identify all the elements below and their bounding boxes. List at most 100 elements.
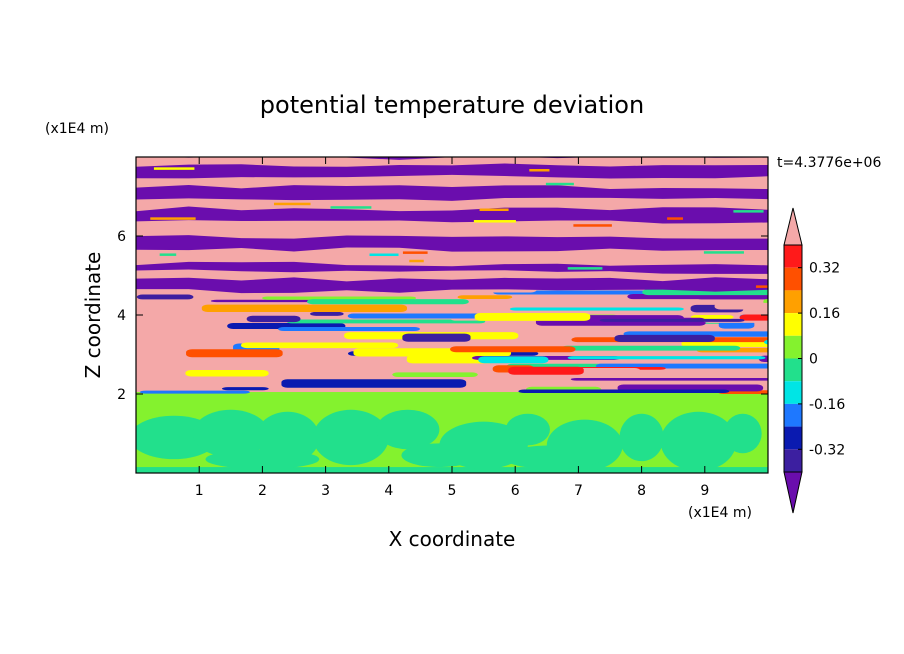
field-band xyxy=(136,277,768,294)
field-blob xyxy=(619,413,664,462)
field-band xyxy=(307,299,469,305)
field-band xyxy=(240,342,399,349)
colorbar-tick-label: -0.32 xyxy=(809,442,845,458)
field-streak xyxy=(703,251,744,254)
colorbar-band xyxy=(784,335,802,359)
time-label: t=4.3776e+06 xyxy=(777,155,881,171)
field-band xyxy=(136,261,768,274)
field-band xyxy=(281,379,467,388)
x-tick-label: 7 xyxy=(574,483,583,499)
field-streak xyxy=(573,224,612,227)
field-streak xyxy=(150,217,196,220)
field-blob xyxy=(192,409,269,458)
field-band xyxy=(402,333,471,342)
field-band xyxy=(136,163,768,179)
colorbar-tick-label: 0 xyxy=(809,352,818,368)
heatmap-field xyxy=(136,157,768,473)
field-band xyxy=(406,355,495,364)
field-band xyxy=(136,294,194,300)
y-tick-label: 2 xyxy=(117,387,126,403)
field-band xyxy=(262,296,417,300)
field-band xyxy=(185,370,269,377)
field-band xyxy=(714,302,768,310)
x-axis: 1 2 3 4 5 6 7 8 9 xyxy=(195,157,709,499)
colorbar-top-arrow xyxy=(783,207,803,246)
x-tick-label: 9 xyxy=(700,483,709,499)
colorbar-band xyxy=(784,267,802,291)
colorbar-tick-label: 0.32 xyxy=(809,261,840,277)
field-streak xyxy=(479,208,509,212)
y-tick-label: 4 xyxy=(117,308,126,324)
x-unit-label: (x1E4 m) xyxy=(688,505,752,521)
field-streak xyxy=(733,210,764,213)
field-band xyxy=(310,311,344,316)
field-streak xyxy=(153,167,195,170)
colorbar-band xyxy=(784,403,802,427)
field-blob xyxy=(401,443,478,468)
field-band xyxy=(508,366,584,375)
colorbar-band xyxy=(784,290,802,314)
field-band xyxy=(627,293,768,300)
chart-title: potential temperature deviation xyxy=(260,91,644,119)
field-blob xyxy=(723,413,762,454)
field-blob xyxy=(205,449,320,470)
field-band xyxy=(286,319,486,324)
field-band xyxy=(347,313,517,319)
field-band xyxy=(599,318,745,322)
colorbar-band xyxy=(784,358,802,382)
colorbar-bottom-arrow xyxy=(783,471,803,514)
field-streak xyxy=(567,267,603,270)
field-streak xyxy=(273,202,311,206)
field-streak xyxy=(529,168,550,172)
field-band xyxy=(570,377,768,381)
field-streak xyxy=(159,253,177,256)
field-band xyxy=(392,372,478,377)
field-band xyxy=(186,349,283,358)
field-band xyxy=(450,346,576,353)
x-tick-label: 8 xyxy=(637,483,646,499)
field-band xyxy=(567,356,766,360)
colorbar: 0.32 0.16 0 -0.16 -0.32 xyxy=(783,207,845,514)
field-band xyxy=(614,334,715,342)
field-band xyxy=(681,340,768,347)
colorbar-band xyxy=(784,449,802,472)
x-tick-label: 4 xyxy=(384,483,393,499)
field-band xyxy=(457,295,513,299)
y-axis: 2 4 6 xyxy=(117,229,768,403)
field-streak xyxy=(330,206,372,209)
field-blob xyxy=(505,413,550,446)
field-band xyxy=(518,389,730,394)
field-band xyxy=(136,235,768,252)
y-axis-label: Z coordinate xyxy=(81,252,105,379)
field-band xyxy=(246,315,301,323)
field-streak xyxy=(545,182,574,186)
field-blob xyxy=(376,409,440,450)
field-band xyxy=(136,185,768,201)
field-band xyxy=(201,304,407,312)
x-tick-label: 5 xyxy=(448,483,457,499)
x-tick-label: 2 xyxy=(258,483,267,499)
heatmap-plot xyxy=(136,157,768,473)
field-band xyxy=(139,390,250,394)
y-unit-label: (x1E4 m) xyxy=(45,121,109,137)
colorbar-band xyxy=(784,381,802,404)
colorbar-tick-label: -0.16 xyxy=(809,397,845,413)
field-band xyxy=(561,345,741,351)
field-streak xyxy=(755,285,768,288)
field-streak xyxy=(473,220,516,223)
x-tick-label: 1 xyxy=(195,483,204,499)
field-band xyxy=(739,314,768,321)
field-band xyxy=(221,387,269,391)
field-band xyxy=(509,307,684,311)
field-band xyxy=(210,299,336,303)
colorbar-band xyxy=(784,426,802,450)
field-band xyxy=(474,313,591,321)
colorbar-tick-label: 0.16 xyxy=(809,306,840,322)
field-streak xyxy=(369,253,399,257)
field-streak xyxy=(667,217,683,220)
field-band xyxy=(758,355,768,362)
colorbar-band xyxy=(784,313,802,336)
x-tick-label: 3 xyxy=(321,483,330,499)
field-streak xyxy=(409,259,424,263)
